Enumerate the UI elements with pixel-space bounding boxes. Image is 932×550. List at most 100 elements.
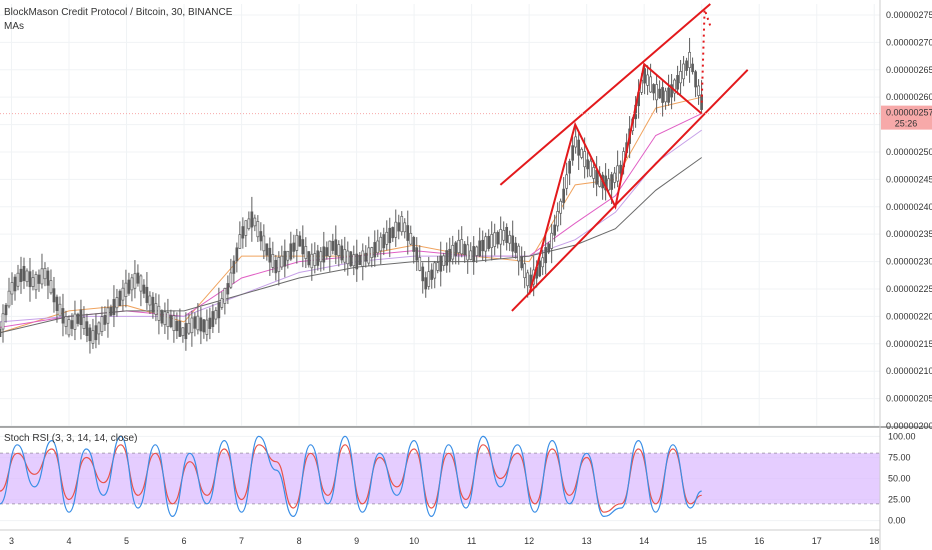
candle-body [526,272,530,287]
candle-body [97,322,101,335]
candle-body [496,232,500,245]
candle-body [196,315,200,331]
candle-body [391,227,395,239]
candle-body [577,139,581,156]
candle-body [430,269,434,280]
ma-legend: MAs [4,21,24,32]
chart-title: BlockMason Credit Protocol / Bitcoin, 30… [4,7,233,18]
candle-body [343,249,347,263]
price-tick-label: 0.00000215 [886,339,932,349]
candle-body [397,222,401,232]
candle-body [112,299,116,315]
candle-body [433,262,437,279]
candle-body [676,75,679,90]
candle-body [547,243,551,253]
price-tick-label: 0.00000210 [886,366,932,376]
projection-dotted-line [700,9,712,103]
candle-body [427,271,431,287]
time-axis[interactable]: 3 4 5 6 7 8 9 10 11 12 13 14 15 16 17 18 [9,536,879,546]
bar-countdown: 25:26 [895,119,918,129]
candle-body [100,316,104,332]
last-price-marker: 0.00000257 25:26 [0,105,932,130]
candle-body [475,246,479,256]
candle-body [64,316,68,327]
candle-body [37,274,41,284]
candle-body [439,255,443,272]
candle-body [484,236,488,252]
stoch-axis[interactable]: 100.00 75.00 50.00 25.00 0.00 [888,431,916,525]
candle-body [82,316,86,329]
trendline-drawings[interactable] [499,3,749,312]
candle-body [319,251,323,263]
candle-body [436,262,440,271]
candle-body [235,247,239,262]
price-tick-label: 0.00000240 [886,202,932,212]
candle-body [247,218,251,229]
candle-body [331,240,335,251]
candle-body [466,244,470,261]
candle-body [613,172,616,183]
candle-body [217,302,221,319]
candle-body [646,74,649,86]
last-price-label: 0.00000257 [886,108,932,118]
candle-body [643,68,646,84]
time-tick-label: 14 [639,536,649,546]
candle-body [556,211,560,227]
candle-body [55,296,59,312]
candle-body [103,314,107,325]
candle-body [376,240,380,254]
candle-body [373,242,377,258]
candle-body [523,263,527,279]
candle-body [679,71,682,84]
candle-body [325,247,329,257]
candle-body [385,231,389,245]
candle-body [184,323,188,340]
time-tick-label: 6 [182,536,187,546]
time-tick-label: 11 [467,536,476,546]
candle-body [355,253,359,270]
candle-body [193,316,197,329]
stoch-rsi-lines [0,435,702,518]
candle-body [334,239,338,256]
price-tick-label: 0.00000265 [886,65,932,75]
candle-body [94,325,98,341]
candle-body [25,270,29,283]
candle-body [583,151,586,168]
price-tick-label: 0.00000245 [886,174,932,184]
upper-channel-line [499,3,711,186]
candle-body [304,246,308,259]
candle-body [667,87,670,103]
candle-body [34,274,38,291]
ma-line [0,129,702,323]
candle-body [130,277,134,291]
price-tick-label: 0.00000220 [886,311,932,321]
candle-body [109,306,113,316]
candle-body [0,328,2,338]
candle-body [163,311,167,326]
price-axis[interactable]: 0.00000275 0.00000270 0.00000265 0.00000260… [886,10,932,431]
price-tick-label: 0.00000270 [886,37,932,47]
candle-body [508,234,512,244]
candle-body [388,227,392,244]
candle-body [1,313,5,330]
candle-body [370,247,374,258]
price-tick-label: 0.00000200 [886,421,932,431]
candle-body [49,280,53,294]
price-tick-label: 0.00000275 [886,10,932,20]
last-price-box [881,105,932,130]
candle-body [346,250,350,265]
time-tick-label: 9 [354,536,359,546]
candle-body [259,231,263,242]
candle-body [421,266,425,282]
candle-body [313,253,317,266]
candle-body [181,327,185,337]
candle-body [172,315,176,331]
candle-body [538,260,542,277]
candle-body [670,84,673,98]
candle-body [619,164,622,174]
candle-body [151,296,155,313]
candle-body [502,230,506,241]
candle-body [649,76,652,93]
candle-body [7,290,11,307]
